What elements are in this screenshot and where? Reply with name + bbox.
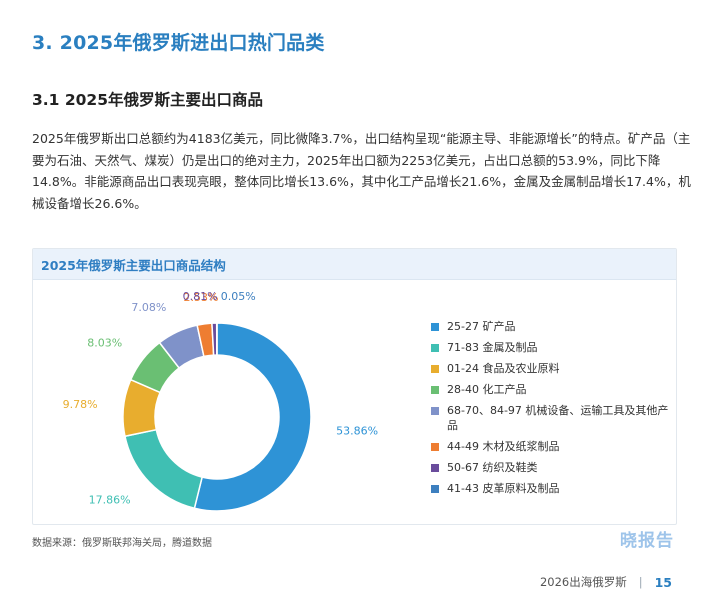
chart-header: 2025年俄罗斯主要出口商品结构 <box>33 249 676 280</box>
legend-swatch <box>431 386 439 394</box>
legend-swatch <box>431 464 439 472</box>
legend-swatch <box>431 485 439 493</box>
slice-label-mineral: 53.86% <box>336 425 378 438</box>
donut-chart: 53.86% 17.86% 9.78% 8.03% 7.08% 2.53%0.81% 0.0… <box>63 290 378 512</box>
legend-item-metals: 71-83 金属及制品 <box>431 340 671 355</box>
section-title: 3. 2025年俄罗斯进出口热门品类 <box>32 32 325 54</box>
slice-label-metals: 17.86% <box>89 493 131 506</box>
legend-swatch <box>431 443 439 451</box>
legend-label: 68-70、84-97 机械设备、运输工具及其他产品 <box>447 404 669 432</box>
data-source-note: 数据来源：俄罗斯联邦海关局，腾道数据 <box>32 538 212 549</box>
legend-label: 01-24 食品及农业原料 <box>447 362 560 375</box>
legend-item-mineral: 25-27 矿产品 <box>431 319 671 334</box>
legend-item-food: 01-24 食品及农业原料 <box>431 361 671 376</box>
legend-item-leather: 41-43 皮革原料及制品 <box>431 481 671 496</box>
body-paragraph: 2025年俄罗斯出口总额约为4183亿美元，同比微降3.7%，出口结构呈现“能源… <box>32 131 691 211</box>
page-footer: 2026出海俄罗斯 | 15 <box>540 574 672 590</box>
chart-card: 2025年俄罗斯主要出口商品结构 53.86% 17.86% 9.78% 8.03% 7… <box>32 248 677 525</box>
legend-swatch <box>431 407 439 415</box>
slice-mineral <box>193 322 312 512</box>
legend-swatch <box>431 365 439 373</box>
chart-title: 2025年俄罗斯主要出口商品结构 <box>41 257 226 273</box>
legend-label: 44-49 木材及纸浆制品 <box>447 440 560 453</box>
slice-label-chemicals: 8.03% <box>87 336 122 349</box>
legend-label: 25-27 矿产品 <box>447 320 516 333</box>
page-number: 15 <box>654 574 672 590</box>
brand-watermark: 晓报告 <box>620 531 674 551</box>
slice-label-textiles: 0.81% <box>183 290 218 303</box>
legend-item-chemicals: 28-40 化工产品 <box>431 382 671 397</box>
slice-metals <box>124 428 204 510</box>
footer-separator: | <box>638 575 643 589</box>
slice-label-wood: 2.53% <box>184 291 219 304</box>
slice-label-leather: 0.05% <box>221 290 256 303</box>
subsection-title: 3.1 2025年俄罗斯主要出口商品 <box>32 91 263 109</box>
footer-doc-title: 2026出海俄罗斯 <box>539 575 627 589</box>
legend-label: 28-40 化工产品 <box>447 383 527 396</box>
chart-legend: 25-27 矿产品 71-83 金属及制品 01-24 食品及农业原料 28-40 化… <box>431 319 671 502</box>
slice-label-machinery: 7.08% <box>131 301 166 314</box>
legend-item-machinery: 68-70、84-97 机械设备、运输工具及其他产品 <box>431 403 671 433</box>
slice-label-food: 9.78% <box>63 398 98 411</box>
legend-item-textiles: 50-67 纺织及鞋类 <box>431 460 671 475</box>
legend-swatch <box>431 323 439 331</box>
legend-label: 71-83 金属及制品 <box>447 341 538 354</box>
legend-label: 50-67 纺织及鞋类 <box>447 461 538 474</box>
legend-label: 41-43 皮革原料及制品 <box>447 482 560 495</box>
legend-swatch <box>431 344 439 352</box>
legend-item-wood: 44-49 木材及纸浆制品 <box>431 439 671 454</box>
